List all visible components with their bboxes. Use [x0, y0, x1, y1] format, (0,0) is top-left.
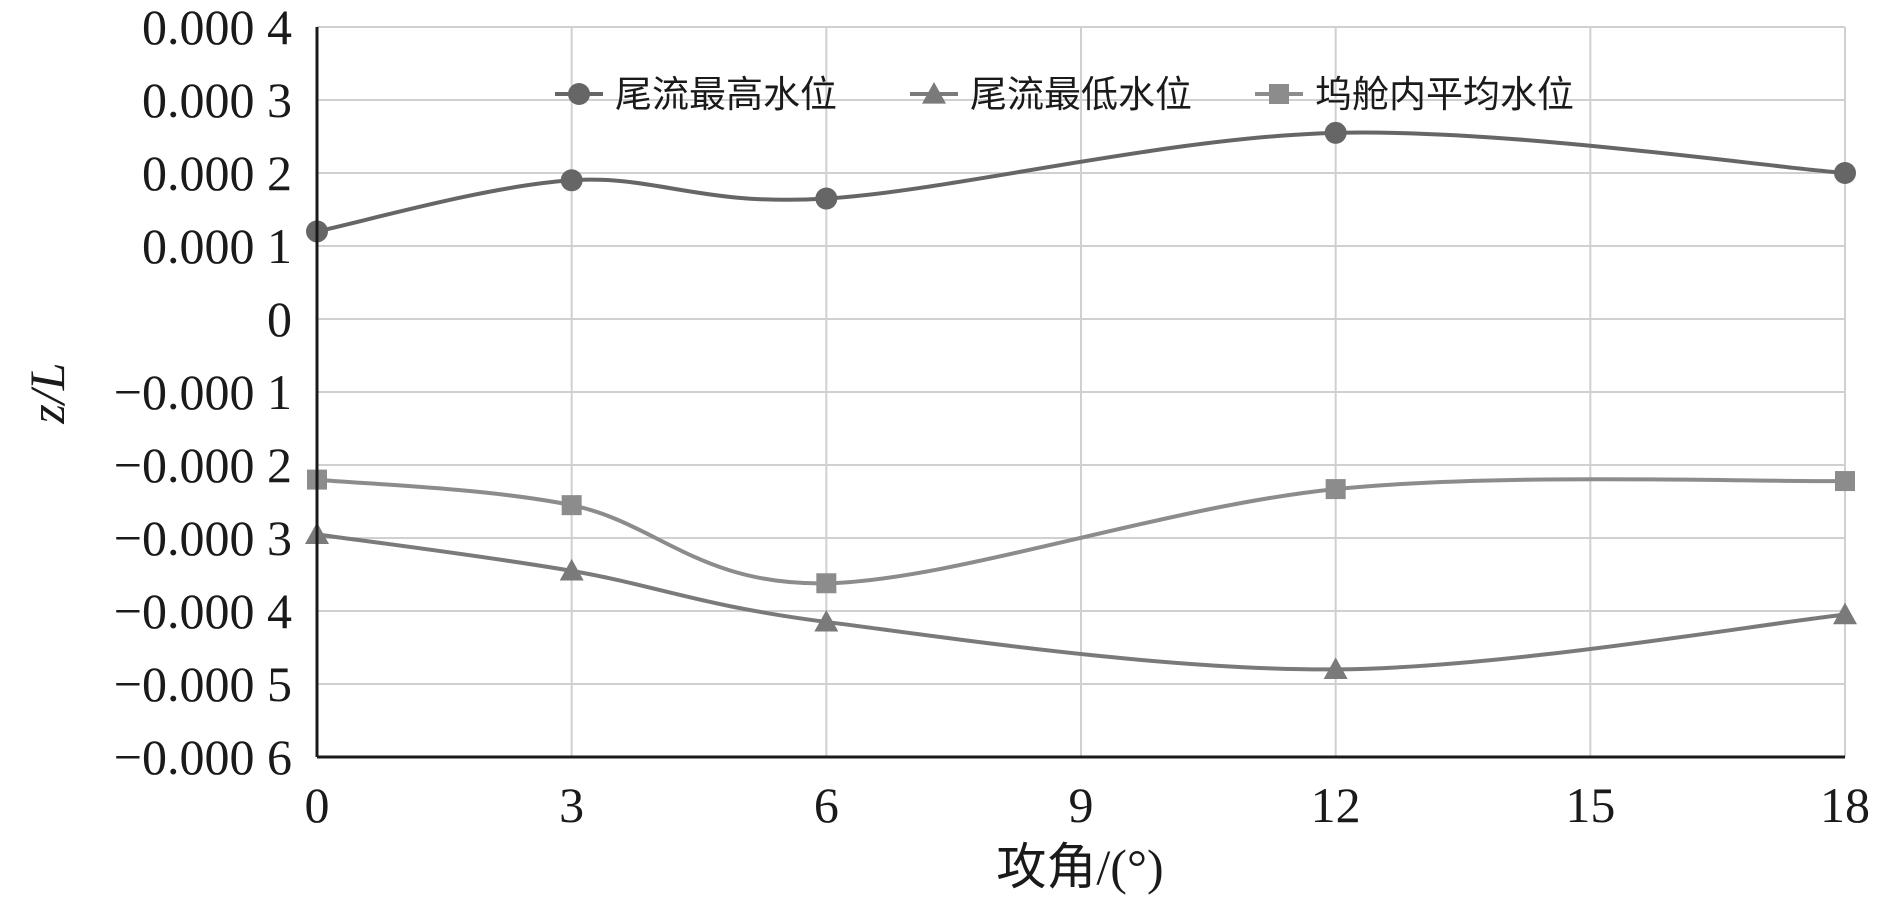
y-tick-label: −0.000 5 [114, 656, 292, 712]
data-point-triangle [814, 609, 839, 632]
y-tick-label: −0.000 3 [114, 510, 292, 566]
legend-label: 坞舱内平均水位 [1315, 73, 1574, 116]
data-point-circle [560, 169, 583, 192]
x-tick-label: 18 [1820, 777, 1870, 833]
data-point-triangle [1833, 602, 1857, 625]
legend-marker-square [1269, 84, 1289, 104]
series-line-triangle [316, 532, 1846, 672]
series-line-square [316, 477, 1846, 586]
y-tick-label: 0.000 4 [142, 0, 292, 55]
legend-label: 尾流最低水位 [970, 73, 1192, 116]
x-axis-title: 攻角/(°) [996, 839, 1163, 895]
x-tick-label: 3 [559, 777, 584, 833]
series-markers [305, 121, 1857, 679]
x-tick-label: 15 [1565, 777, 1615, 833]
x-tick-labels: 0 3 6 9 12 15 18 [305, 777, 1871, 833]
x-tick-label: 6 [814, 777, 839, 833]
y-tick-label: 0 [267, 291, 292, 347]
data-point-square [561, 495, 582, 516]
x-tick-label: 9 [1069, 777, 1094, 833]
axes [315, 27, 1845, 759]
y-tick-label: 0.000 3 [142, 72, 292, 128]
y-tick-label: 0.000 1 [142, 218, 292, 274]
y-axis-title: z/L [19, 362, 75, 424]
legend: 尾流最高水位 尾流最低水位 坞舱内平均水位 [555, 73, 1574, 116]
data-point-triangle [1323, 657, 1348, 679]
legend-marker-triangle [922, 82, 946, 104]
data-point-triangle [559, 558, 584, 581]
y-tick-label: −0.000 4 [114, 583, 292, 639]
series-line-circle [316, 130, 1846, 234]
series-lines [316, 130, 1846, 672]
data-point-circle [1324, 121, 1347, 144]
x-tick-label: 12 [1311, 777, 1361, 833]
data-point-square [1835, 471, 1855, 492]
legend-marker-circle [568, 83, 590, 105]
data-point-square [816, 573, 837, 594]
data-point-square [1325, 479, 1346, 500]
legend-label: 尾流最高水位 [615, 73, 837, 116]
y-tick-label: −0.000 1 [114, 364, 292, 420]
y-tick-label: −0.000 2 [114, 437, 292, 493]
y-tick-label: 0.000 2 [142, 145, 292, 201]
y-tick-label: −0.000 6 [114, 729, 292, 785]
y-tick-labels: 0.000 4 0.000 3 0.000 2 0.000 1 0 −0.000 1 −0.… [114, 0, 292, 785]
data-point-circle [1834, 162, 1856, 184]
data-point-circle [815, 187, 838, 210]
x-tick-label: 0 [305, 777, 330, 833]
